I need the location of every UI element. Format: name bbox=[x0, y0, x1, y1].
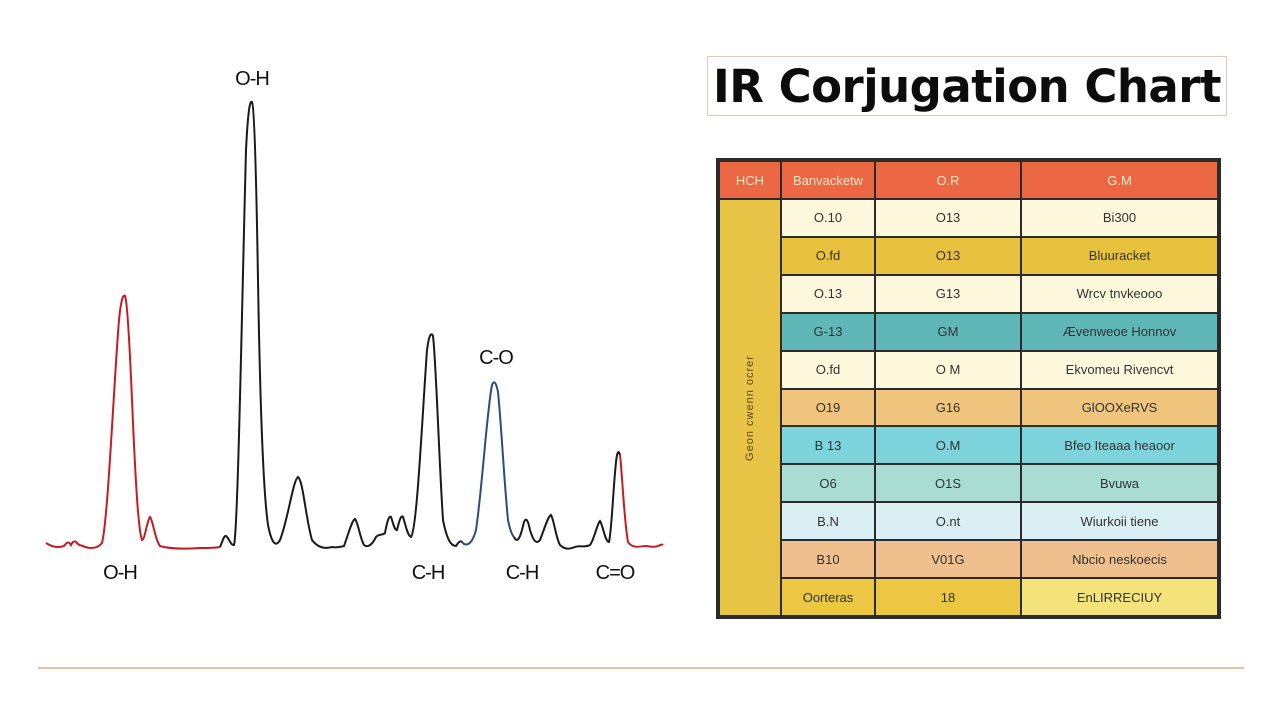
table-cell: O.13 bbox=[780, 273, 876, 314]
table-side-label-cell: Geon cwenn ocrer bbox=[718, 198, 782, 617]
peak-label-oh-bottom: O-H bbox=[103, 562, 138, 584]
table-row: O.fd O13 Bluuracket bbox=[719, 235, 1219, 276]
table-cell: Oorteras bbox=[780, 577, 876, 617]
table-cell: Ekvomeu Rivencvt bbox=[1020, 349, 1219, 390]
table-row: Geon cwenn ocrer O.10 O13 Bi300 bbox=[718, 198, 1219, 617]
table-cell: Bi300 bbox=[1020, 198, 1219, 238]
chart-title: IR Corjugation Chart bbox=[713, 59, 1221, 113]
spectrum-trace-red-oh bbox=[45, 294, 221, 550]
table-cell: O.fd bbox=[780, 235, 876, 276]
table-row: O6 O1S Bvuwa bbox=[719, 463, 1219, 504]
table-cell: O13 bbox=[874, 198, 1022, 238]
table-row: O.13 G13 Wrcv tnvkeooo bbox=[719, 273, 1219, 314]
table-cell: Ævenweoe Honnov bbox=[1020, 311, 1219, 352]
table-cell: 18 bbox=[874, 577, 1022, 617]
bottom-divider bbox=[38, 667, 1244, 669]
table-header-cell: G.M bbox=[1020, 160, 1219, 200]
table-cell: O.M bbox=[874, 425, 1022, 466]
table-header-cell: Banvacketw bbox=[780, 160, 876, 200]
table-row: B.N O.nt Wiurkoii tiene bbox=[719, 501, 1219, 542]
peak-label-ch-2: C-H bbox=[505, 562, 540, 584]
table-row: Oorteras 18 EnLIRRECIUY bbox=[719, 577, 1219, 617]
table-side-label: Geon cwenn ocrer bbox=[744, 354, 756, 461]
table-row: G-13 GM Ævenweoe Honnov bbox=[719, 311, 1219, 352]
table-header-cell: O.R bbox=[874, 160, 1022, 200]
table-cell: B.N bbox=[780, 501, 876, 542]
ir-spectrum-plot: O-H C-O O-H C-H C-H C=O bbox=[0, 0, 700, 620]
spectrum-trace-black-main bbox=[219, 100, 463, 549]
table-row: O19 G16 GlOOXeRVS bbox=[719, 387, 1219, 428]
table-cell: EnLIRRECIUY bbox=[1020, 577, 1219, 617]
table-header-row: HCH Banvacketw O.R G.M bbox=[718, 160, 1219, 200]
table-cell: V01G bbox=[874, 539, 1022, 580]
table-cell: G-13 bbox=[780, 311, 876, 352]
table-cell: O1S bbox=[874, 463, 1022, 504]
table-row: B10 V01G Nbcio neskoecis bbox=[719, 539, 1219, 580]
peak-label-oh-top: O-H bbox=[235, 68, 270, 90]
table-cell: O6 bbox=[780, 463, 876, 504]
table-cell: GlOOXeRVS bbox=[1020, 387, 1219, 428]
table-row: B 13 O.M Bfeo Iteaaa heaoor bbox=[719, 425, 1219, 466]
table-cell: O.10 bbox=[780, 198, 876, 238]
table-cell: Nbcio neskoecis bbox=[1020, 539, 1219, 580]
table-cell: G13 bbox=[874, 273, 1022, 314]
table-cell: Bfeo Iteaaa heaoor bbox=[1020, 425, 1219, 466]
table-cell: O.nt bbox=[874, 501, 1022, 542]
table-cell: GM bbox=[874, 311, 1022, 352]
spectrum-trace-red-co bbox=[619, 454, 664, 548]
table-cell: O.fd bbox=[780, 349, 876, 390]
table-cell: Wrcv tnvkeooo bbox=[1020, 273, 1219, 314]
table-cell: B10 bbox=[780, 539, 876, 580]
peak-label-co: C-O bbox=[479, 347, 514, 369]
peak-label-c-double-o: C=O bbox=[595, 562, 636, 584]
table-cell: Bluuracket bbox=[1020, 235, 1219, 276]
ir-correlation-table: HCH Banvacketw O.R G.M Geon cwenn ocrer … bbox=[716, 158, 1221, 619]
table-cell: Wiurkoii tiene bbox=[1020, 501, 1219, 542]
table-cell: G16 bbox=[874, 387, 1022, 428]
table-cell: B 13 bbox=[780, 425, 876, 466]
spectrum-trace-blue-co bbox=[461, 381, 515, 546]
spectrum-trace-black-tail bbox=[513, 451, 621, 550]
chart-title-box: IR Corjugation Chart bbox=[707, 56, 1227, 116]
table-header-cell: HCH bbox=[718, 160, 782, 200]
peak-label-ch-1: C-H bbox=[411, 562, 446, 584]
table-cell: O13 bbox=[874, 235, 1022, 276]
table-cell: O M bbox=[874, 349, 1022, 390]
table-cell: O19 bbox=[780, 387, 876, 428]
table-cell: Bvuwa bbox=[1020, 463, 1219, 504]
table-row: O.fd O M Ekvomeu Rivencvt bbox=[719, 349, 1219, 390]
spectrum-svg bbox=[45, 100, 664, 550]
